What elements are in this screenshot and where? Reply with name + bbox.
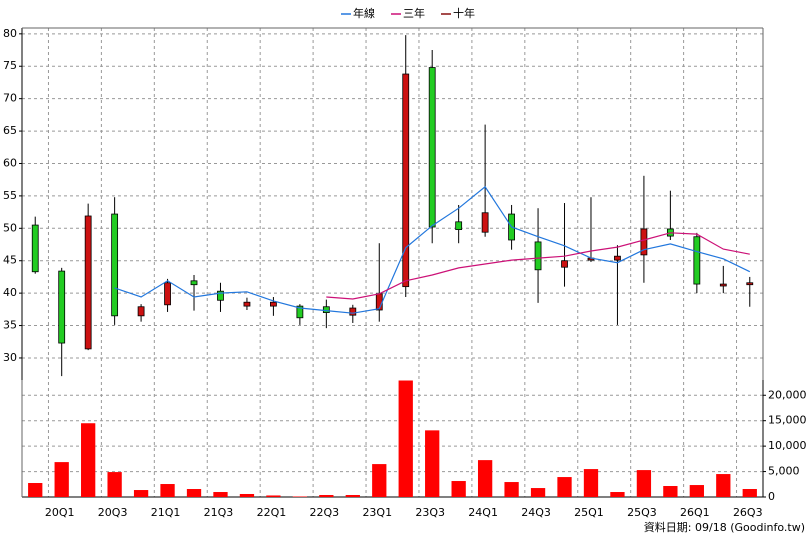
candle-body bbox=[534, 241, 542, 271]
candle-body bbox=[719, 283, 727, 287]
candle-body bbox=[349, 307, 357, 316]
x-tick-label: 23Q1 bbox=[362, 506, 392, 519]
ma-line bbox=[114, 185, 751, 314]
volume-bar bbox=[663, 486, 678, 497]
candle-body bbox=[481, 212, 489, 233]
x-tick-label: 24Q3 bbox=[521, 506, 551, 519]
x-tick-label: 26Q1 bbox=[680, 506, 710, 519]
y-tick-label: 65 bbox=[3, 124, 17, 137]
volume-bar bbox=[530, 488, 546, 497]
y-tick-label: 45 bbox=[3, 254, 17, 267]
volume-bar bbox=[345, 495, 360, 497]
volume-bar bbox=[319, 495, 334, 497]
y-tick-label: 80 bbox=[3, 27, 17, 40]
grid-layer bbox=[22, 28, 763, 498]
volume-bar bbox=[239, 493, 255, 497]
candle-body bbox=[31, 224, 39, 273]
x-tick-label: 25Q1 bbox=[574, 506, 604, 519]
x-tick-label: 20Q3 bbox=[98, 506, 128, 519]
candle-body bbox=[164, 282, 171, 306]
volume-bar bbox=[636, 470, 652, 497]
candle-body bbox=[270, 301, 277, 307]
x-tick-label: 25Q3 bbox=[627, 506, 657, 519]
x-tick-label: 20Q1 bbox=[45, 506, 75, 519]
candle-body bbox=[296, 305, 304, 319]
volume-bar bbox=[425, 430, 440, 497]
volume-bar bbox=[477, 460, 493, 497]
volume-bar bbox=[610, 492, 625, 497]
volume-bar bbox=[81, 423, 96, 497]
y-tick-label: 70 bbox=[3, 92, 17, 105]
volume-bar bbox=[398, 380, 413, 497]
candle-body bbox=[455, 221, 463, 231]
volume-bar bbox=[557, 477, 572, 497]
volume-bar bbox=[186, 489, 202, 497]
candle-body bbox=[693, 236, 701, 285]
y2-tick-label: 5,000 bbox=[768, 465, 800, 478]
y-tick-label: 30 bbox=[3, 351, 17, 364]
legend-label: 年線 bbox=[353, 6, 375, 20]
candle-body bbox=[561, 260, 568, 268]
candle-body bbox=[428, 67, 436, 228]
ma-line bbox=[326, 232, 750, 300]
x-tick-label: 21Q3 bbox=[204, 506, 234, 519]
y2-tick-label: 0 bbox=[768, 490, 775, 503]
candle-body bbox=[640, 228, 648, 256]
volume-bar bbox=[213, 492, 228, 497]
volume-bar bbox=[54, 462, 69, 497]
y-tick-label: 40 bbox=[3, 286, 17, 299]
y-tick-label: 50 bbox=[3, 221, 17, 234]
y-tick-label: 60 bbox=[3, 156, 17, 169]
volume-bar bbox=[292, 496, 308, 497]
volume-bar bbox=[742, 489, 757, 497]
x-tick-label: 22Q3 bbox=[310, 506, 340, 519]
candle-body bbox=[746, 282, 754, 286]
candle-body bbox=[217, 290, 224, 301]
legend-label: 三年 bbox=[403, 6, 425, 20]
volume-bar bbox=[716, 474, 731, 497]
x-tick-label: 24Q1 bbox=[468, 506, 498, 519]
x-tick-label: 22Q1 bbox=[257, 506, 287, 519]
volume-bar bbox=[160, 484, 175, 497]
candle-body bbox=[402, 73, 410, 288]
volume-bar bbox=[689, 485, 704, 497]
candle-body bbox=[84, 215, 92, 350]
y-tick-label: 75 bbox=[3, 59, 17, 72]
volume-bar bbox=[372, 464, 387, 497]
volume-bar bbox=[451, 481, 466, 497]
volume-bar bbox=[266, 495, 281, 497]
x-tick-label: 23Q3 bbox=[415, 506, 445, 519]
y2-tick-label: 10,000 bbox=[768, 439, 807, 452]
x-tick-label: 26Q3 bbox=[733, 506, 763, 519]
y-tick-label: 35 bbox=[3, 319, 17, 332]
candle-body bbox=[614, 255, 621, 261]
candle-body bbox=[111, 213, 119, 317]
y2-tick-label: 15,000 bbox=[768, 414, 807, 427]
candle-body bbox=[322, 306, 330, 313]
volume-bar bbox=[504, 482, 519, 497]
volume-bar bbox=[583, 469, 599, 497]
volume-bar bbox=[107, 472, 122, 497]
note: 資料日期: 09/18 (Goodinfo.tw) bbox=[644, 520, 805, 534]
x-tick-label: 21Q1 bbox=[151, 506, 181, 519]
y-tick-label: 55 bbox=[3, 189, 17, 202]
candle-body bbox=[243, 301, 251, 307]
volume-bar bbox=[133, 490, 149, 497]
candle-body bbox=[137, 306, 145, 317]
volume-bar bbox=[28, 483, 43, 497]
y2-tick-label: 20,000 bbox=[768, 388, 807, 401]
candle-body bbox=[58, 270, 66, 344]
legend-label: 十年 bbox=[453, 6, 475, 20]
candle-body bbox=[190, 280, 198, 286]
